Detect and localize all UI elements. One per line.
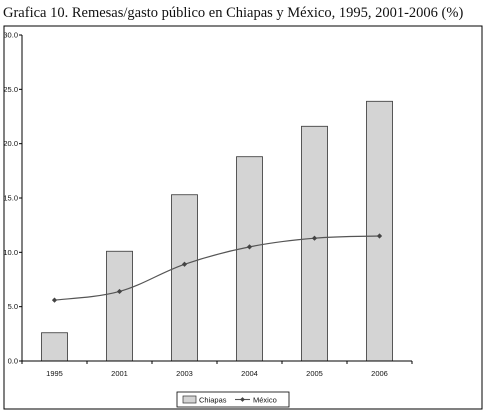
x-tick-label: 2004 bbox=[241, 369, 258, 378]
legend-label-mexico: México bbox=[253, 396, 277, 405]
point-mexico-2004 bbox=[246, 244, 253, 250]
legend: Chiapas México bbox=[176, 391, 290, 408]
y-tick-label: 15.0 bbox=[3, 194, 18, 203]
bar-chiapas-2001 bbox=[106, 250, 133, 362]
legend-label-chiapas: Chiapas bbox=[199, 396, 227, 405]
legend-marker-mexico bbox=[240, 397, 245, 402]
y-tick-label: 5.0 bbox=[8, 302, 18, 311]
y-tick-label: 10.0 bbox=[3, 248, 18, 257]
point-mexico-2003 bbox=[181, 261, 188, 267]
bar-chiapas-2003 bbox=[171, 194, 198, 362]
bar-series-chiapas bbox=[41, 100, 393, 362]
point-mexico-1995 bbox=[51, 297, 58, 303]
point-mexico-2006 bbox=[376, 233, 383, 239]
line-series-mexico bbox=[51, 233, 383, 303]
bar-chiapas-2004 bbox=[236, 156, 263, 362]
legend-box bbox=[176, 391, 290, 408]
x-tick-label: 2006 bbox=[371, 369, 388, 378]
point-mexico-2005 bbox=[311, 235, 318, 241]
y-tick-label: 0.0 bbox=[8, 357, 18, 366]
x-tick-label: 1995 bbox=[46, 369, 63, 378]
x-tick-labels: 1995 2001 2003 2004 2005 2006 bbox=[21, 361, 413, 378]
bar-chiapas-1995 bbox=[41, 332, 68, 362]
y-tick-labels: 0.0 5.0 10.0 15.0 20.0 25.0 30.0 bbox=[3, 31, 22, 366]
y-tick-label: 20.0 bbox=[3, 139, 18, 148]
x-tick-label: 2003 bbox=[176, 369, 193, 378]
line-mexico bbox=[54, 235, 380, 301]
axes bbox=[21, 35, 412, 362]
chart-frame bbox=[3, 25, 483, 410]
chart-title: Grafica 10. Remesas/gasto público en Chi… bbox=[3, 5, 464, 21]
x-tick-label: 2005 bbox=[306, 369, 323, 378]
bar-chiapas-2006 bbox=[366, 100, 393, 362]
bar-chiapas-2005 bbox=[301, 125, 328, 362]
y-tick-label: 25.0 bbox=[3, 85, 18, 94]
y-tick-label: 30.0 bbox=[3, 31, 18, 40]
legend-swatch-chiapas bbox=[182, 395, 197, 404]
point-mexico-2001 bbox=[116, 288, 123, 295]
x-tick-label: 2001 bbox=[111, 369, 128, 378]
